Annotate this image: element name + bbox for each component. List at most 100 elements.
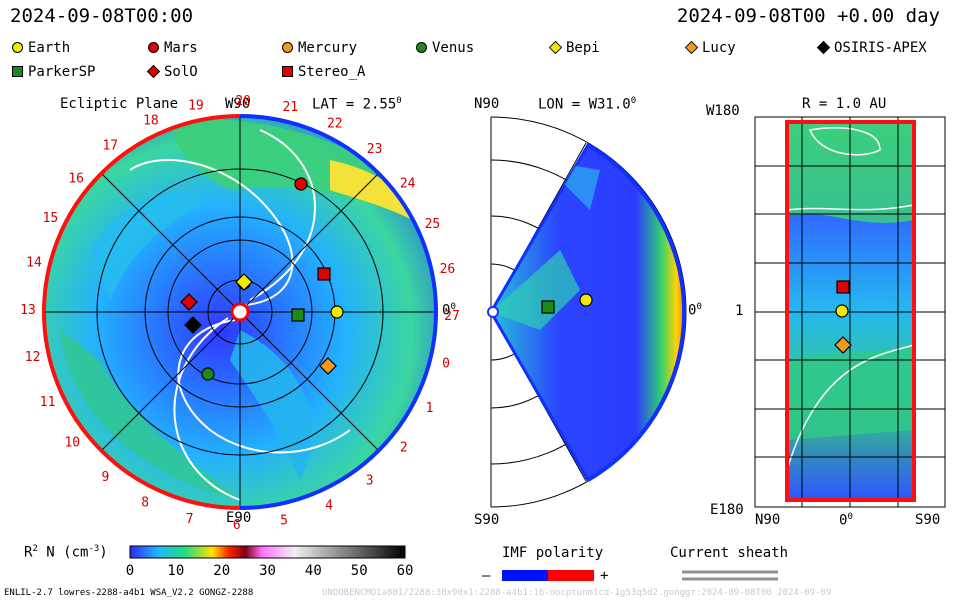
legend-item-venus: Venus — [416, 40, 474, 56]
ecliptic-top-label: W90 — [225, 96, 251, 112]
map-bottom-left-label: E180 — [710, 502, 744, 518]
legend-item-earth: Earth — [12, 40, 70, 56]
map-x-center-label: 00 — [839, 512, 853, 529]
legend-label: SolO — [164, 64, 198, 80]
legend-label: Mercury — [298, 40, 358, 56]
map-x-left-label: N90 — [755, 512, 781, 528]
carrington-number: 8 — [141, 496, 149, 511]
square-marker-icon — [12, 66, 23, 77]
colorbar-label: R2 N (cm-3) — [24, 544, 108, 561]
ecliptic-density-structure — [60, 118, 430, 500]
legend-item-solo: SolO — [146, 64, 198, 80]
colorbar-tick-label: 50 — [350, 563, 368, 579]
carrington-number: 7 — [186, 512, 194, 527]
carrington-number: 23 — [367, 142, 383, 157]
carrington-number: 24 — [400, 176, 416, 191]
imf-minus: – — [482, 568, 491, 584]
marker-earth — [835, 304, 849, 318]
marker-stereo-a — [317, 267, 331, 281]
carrington-number: 10 — [64, 436, 80, 451]
carrington-number: 5 — [280, 513, 288, 528]
legend-label: Mars — [164, 40, 198, 56]
legend-item-stereo-a: Stereo_A — [282, 64, 365, 80]
legend-label: Earth — [28, 40, 71, 56]
imf-plus: + — [600, 568, 609, 584]
footer-center: UNDOBENCMO1a801/2288:30x90x1:2288-a4b1:1… — [322, 588, 832, 598]
carrington-number: 25 — [425, 217, 441, 232]
marker-solo — [180, 293, 198, 311]
colorbar-tick-label: 40 — [304, 563, 322, 579]
meridional-bottom-label: S90 — [474, 512, 500, 528]
ecliptic-title: Ecliptic Plane — [60, 96, 179, 112]
legend-item-parkersp: ParkerSP — [12, 64, 95, 80]
carrington-number: 2 — [400, 441, 408, 456]
carrington-number: 12 — [25, 350, 41, 365]
carrington-number: 16 — [68, 171, 84, 186]
imf-title: IMF polarity — [502, 545, 604, 561]
map-border — [785, 120, 916, 502]
meridional-sun — [487, 306, 499, 318]
meridional-lon-label: LON = W31.00 — [538, 96, 637, 113]
carrington-number: 20 — [235, 94, 251, 109]
map-r-label: R = 1.0 AU — [802, 96, 887, 112]
meridional-top-label: N90 — [474, 96, 500, 112]
circle-marker-icon — [148, 42, 159, 53]
marker-lucy — [319, 357, 337, 375]
carrington-number: 18 — [143, 114, 159, 129]
marker-lucy — [834, 336, 852, 354]
legend-item-lucy: Lucy — [684, 40, 736, 56]
imf-positive-swatch — [548, 570, 594, 581]
legend-label: OSIRIS-APEX — [834, 40, 927, 56]
marker-bepi — [235, 273, 253, 291]
carrington-number: 9 — [101, 470, 109, 485]
carrington-number: 13 — [20, 303, 36, 318]
map-grid — [754, 116, 946, 508]
carrington-number: 19 — [188, 99, 204, 114]
square-marker-icon — [282, 66, 293, 77]
datetime-left: 2024-09-08T00:00 — [10, 5, 194, 27]
map-panel — [754, 116, 946, 508]
ecliptic-panel: 19 20 212223242526270123456789101112131415… — [20, 94, 460, 533]
imf-ring-negative — [239, 114, 438, 510]
circle-marker-icon — [12, 42, 23, 53]
meridional-panel — [487, 116, 687, 508]
carrington-number: 21 — [282, 100, 298, 115]
ecliptic-lat-label: LAT = 2.550 — [312, 96, 402, 113]
datetime-right: 2024-09-08T00 +0.00 day — [676, 5, 940, 27]
carrington-number: 17 — [102, 138, 118, 153]
spacecraft-markers — [180, 177, 852, 381]
marker-earth — [330, 305, 344, 319]
carrington-number: 11 — [40, 395, 56, 410]
marker-parkersp — [291, 308, 305, 322]
colorbar — [129, 545, 406, 559]
colorbar-tick-label: 30 — [259, 563, 276, 579]
legend-label: Stereo_A — [298, 64, 366, 80]
colorbar-tick-label: 60 — [396, 563, 414, 579]
ecliptic-right-label: 00 — [442, 302, 456, 319]
colorbar-tick-label: 10 — [167, 563, 185, 579]
legend-item-mars: Mars — [148, 40, 198, 56]
spiral-field-lines — [129, 129, 351, 501]
marker-osiris-apex — [184, 316, 202, 334]
legend-item-bepi: Bepi — [548, 40, 600, 56]
carrington-number: 3 — [366, 474, 374, 489]
imf-ring-positive — [42, 114, 241, 510]
marker-stereo-a — [836, 280, 850, 294]
carrington-number: 4 — [325, 498, 333, 513]
carrington-number: 1 — [426, 401, 434, 416]
carrington-numbers: 19 20 212223242526270123456789101112131415… — [20, 94, 460, 533]
carrington-number: 15 — [43, 211, 59, 226]
colorbar-tick-label: 0 — [125, 563, 135, 579]
ecliptic-bottom-label: E90 — [226, 510, 252, 526]
legend-label: ParkerSP — [28, 64, 96, 80]
carrington-number: 27 — [444, 309, 460, 324]
legend-label: Venus — [432, 40, 475, 56]
carrington-number: 14 — [26, 256, 42, 271]
marker-mars — [294, 177, 308, 191]
legend-item-osiris-apex: OSIRIS-APEX — [816, 40, 927, 56]
carrington-number: 6 — [233, 518, 241, 533]
legend-label: Bepi — [566, 40, 600, 56]
marker-parkersp — [541, 300, 555, 314]
carrington-number: 22 — [327, 116, 343, 131]
